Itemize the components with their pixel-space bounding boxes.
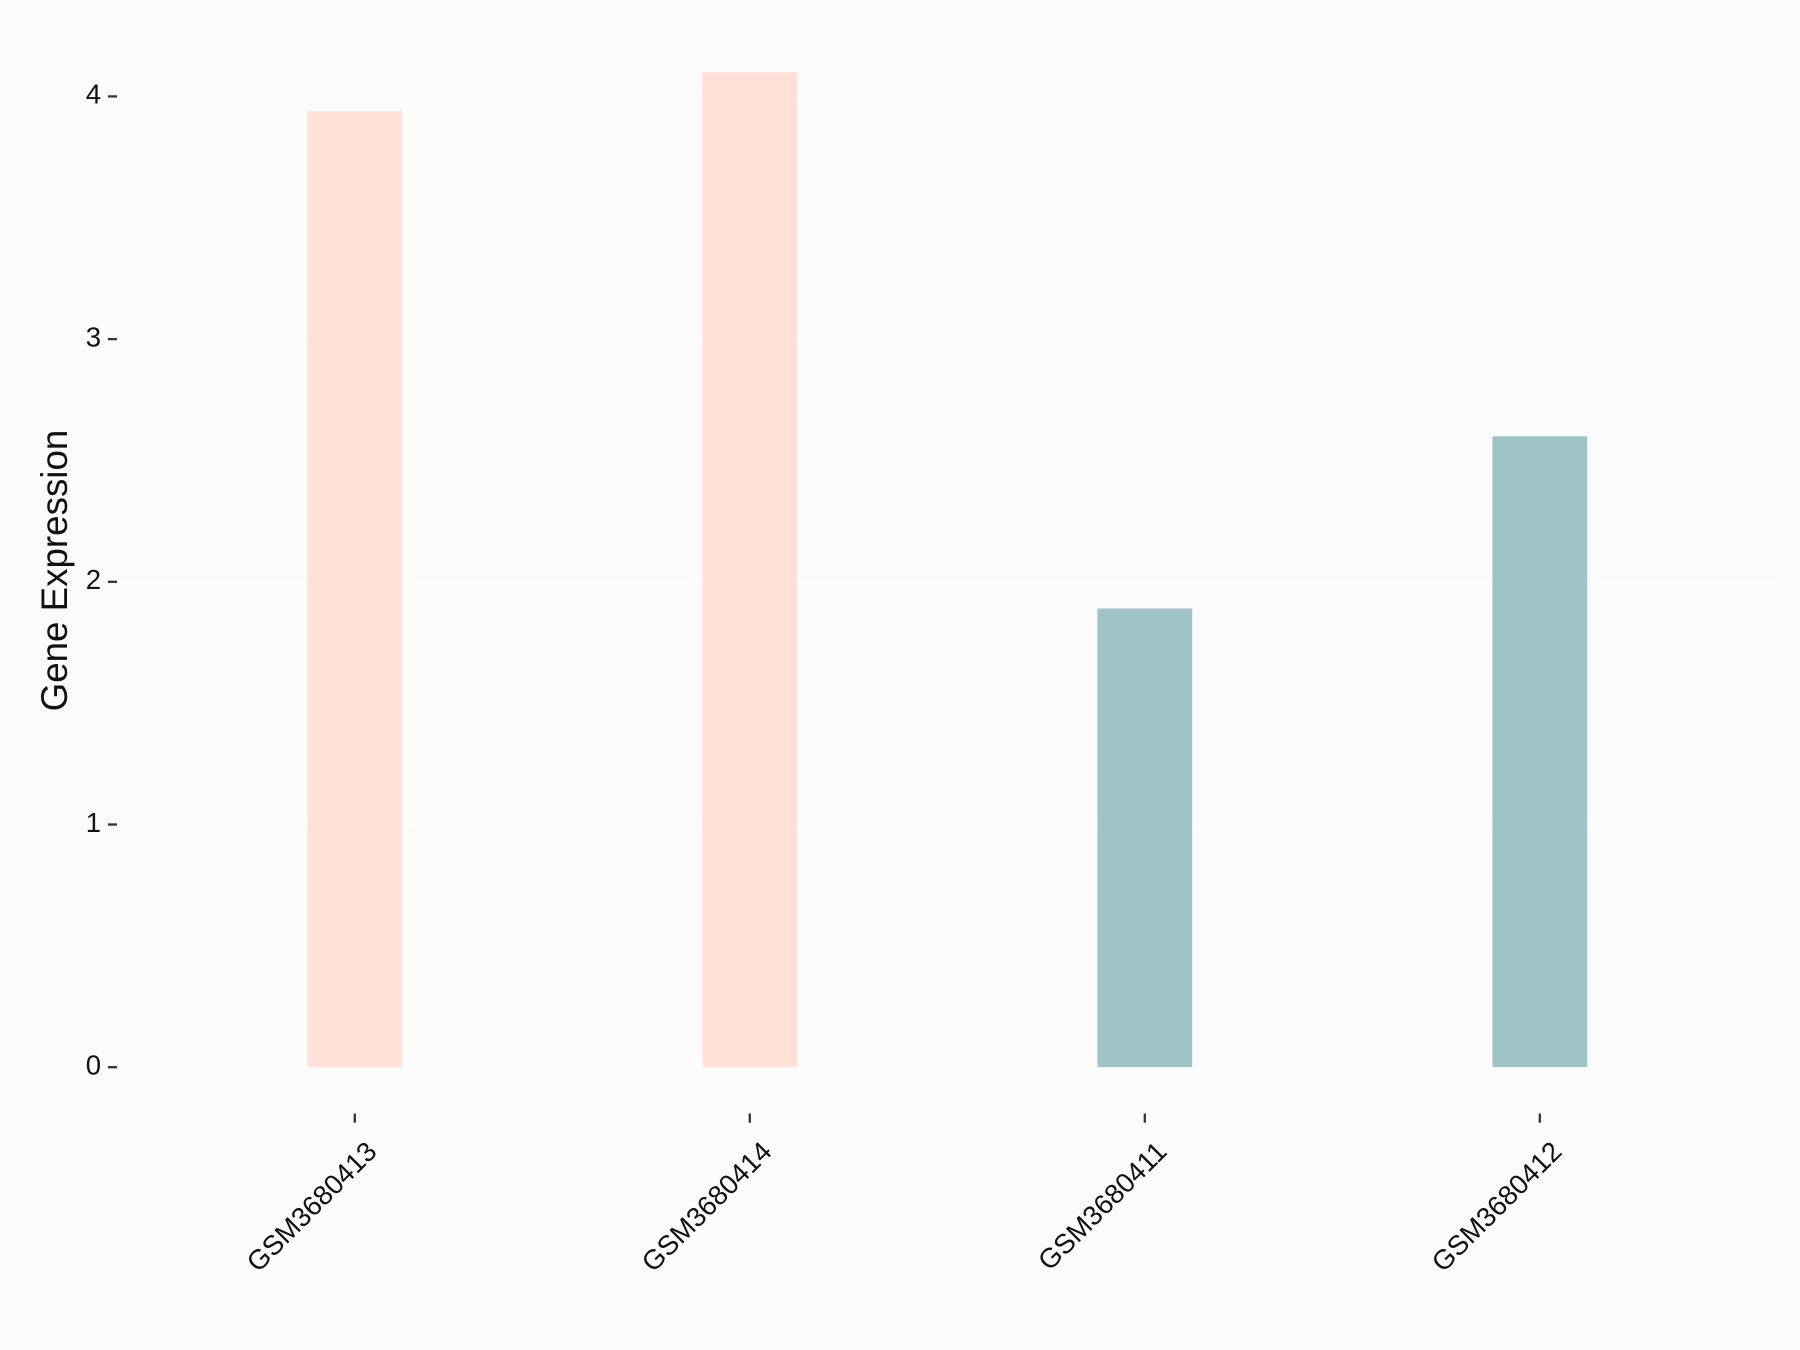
y-tick-label: 3 bbox=[86, 321, 101, 352]
y-tick-label: 2 bbox=[86, 564, 101, 595]
bar bbox=[307, 110, 403, 1068]
y-tick-label: 4 bbox=[86, 79, 101, 110]
y-tick-label: 1 bbox=[86, 807, 101, 838]
bar bbox=[1492, 436, 1588, 1068]
bar bbox=[702, 72, 798, 1068]
y-tick-label: 0 bbox=[86, 1049, 101, 1080]
y-axis-title: Gene Expression bbox=[34, 430, 75, 712]
bar bbox=[1097, 608, 1193, 1068]
